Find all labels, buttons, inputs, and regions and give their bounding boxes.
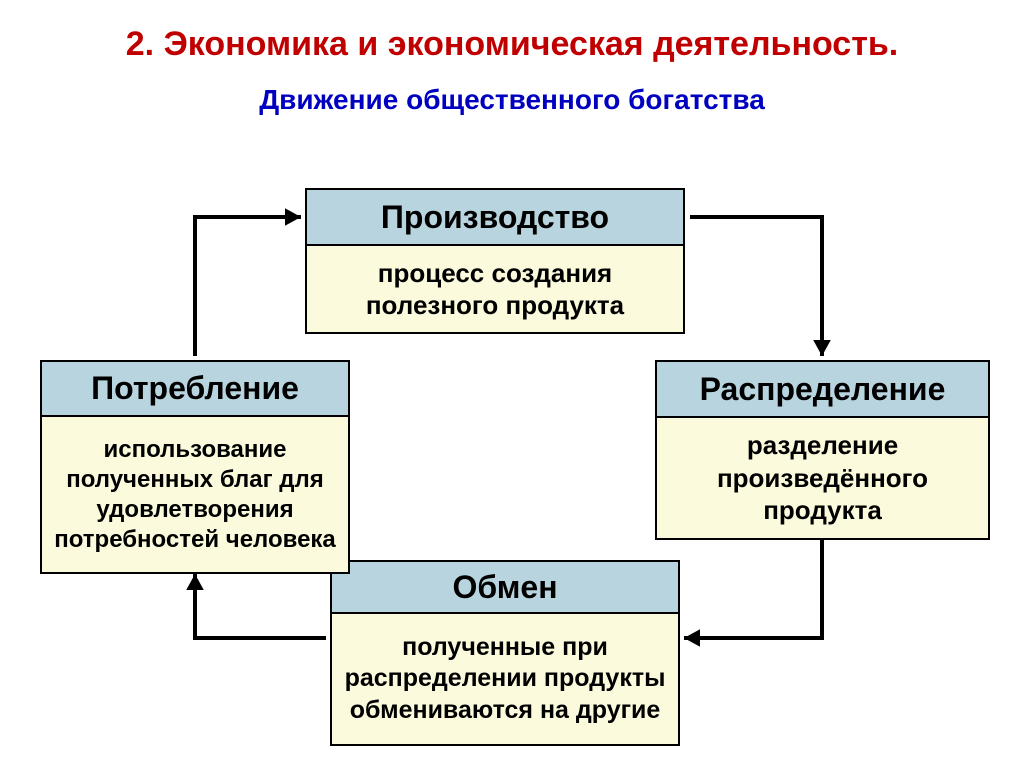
node-consumption: Потребление использование полученных бла…: [40, 360, 350, 574]
node-exchange-header: Обмен: [332, 562, 678, 614]
subtitle-text: Движение общественного богатства: [259, 84, 765, 115]
node-distribution: Распределение разделение произведённого …: [655, 360, 990, 540]
node-distribution-body: разделение произведённого продукта: [657, 418, 988, 538]
main-title: 2. Экономика и экономическая деятельност…: [0, 0, 1024, 66]
subtitle: Движение общественного богатства: [0, 84, 1024, 116]
node-distribution-header: Распределение: [657, 362, 988, 418]
node-exchange: Обмен полученные при распределении проду…: [330, 560, 680, 746]
node-consumption-header: Потребление: [42, 362, 348, 417]
node-production-body: процесс создания полезного продукта: [307, 246, 683, 332]
node-production-header: Производство: [307, 190, 683, 246]
node-exchange-body: полученные при распределении продукты об…: [332, 614, 678, 744]
title-text: 2. Экономика и экономическая деятельност…: [126, 25, 898, 63]
node-consumption-body: использование полученных благ для удовле…: [42, 417, 348, 572]
node-production: Производство процесс создания полезного …: [305, 188, 685, 334]
